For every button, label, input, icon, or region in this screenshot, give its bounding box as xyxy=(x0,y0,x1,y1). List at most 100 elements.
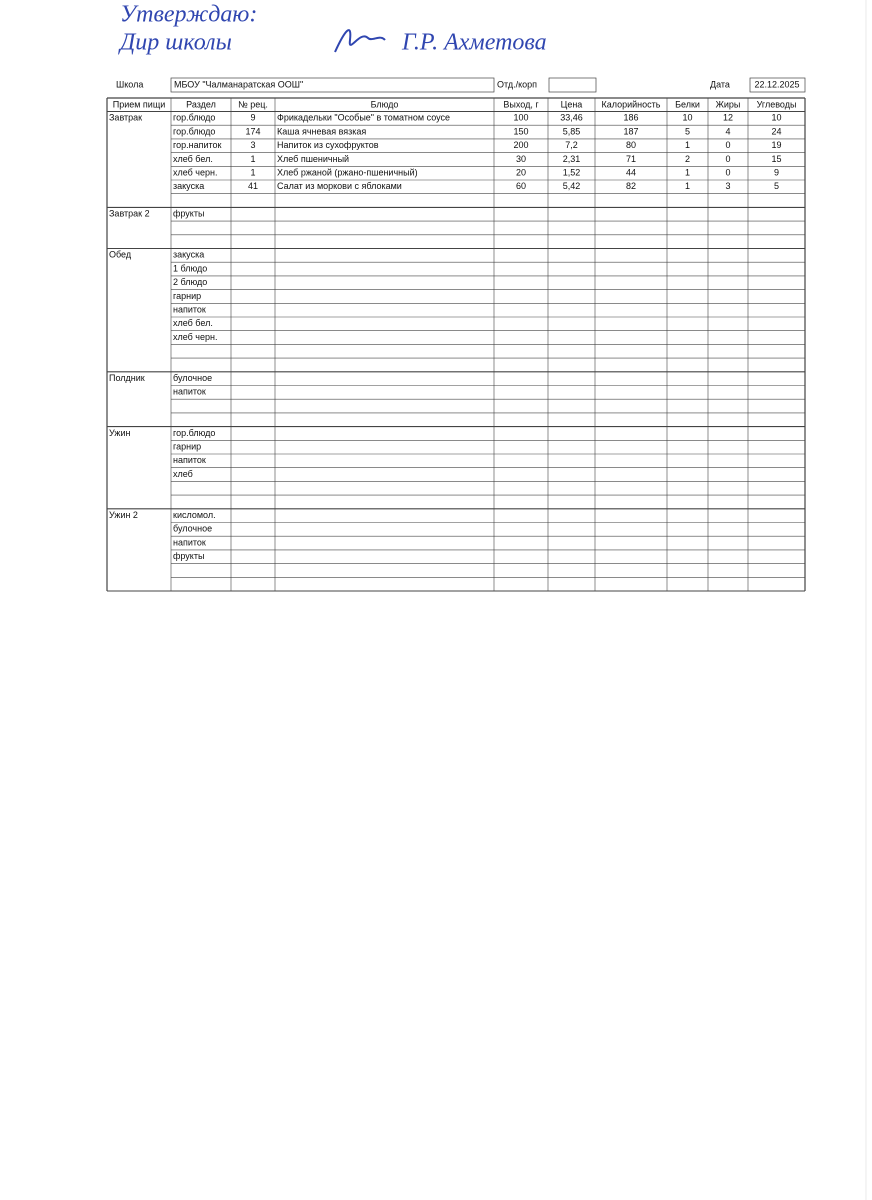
cell: 200 xyxy=(513,140,528,150)
approval-line: Дир школы xyxy=(118,30,232,56)
cell: булочное xyxy=(173,373,212,383)
cell: 3 xyxy=(725,181,730,191)
cell: фрукты xyxy=(173,551,204,561)
column-header: № рец. xyxy=(238,100,268,110)
cell: напиток xyxy=(173,305,206,315)
meal-name: Ужин xyxy=(109,428,130,438)
cell: гарнир xyxy=(173,291,201,301)
cell: 7,2 xyxy=(565,140,578,150)
column-header: Углеводы xyxy=(757,100,797,110)
cell: 5 xyxy=(774,181,779,191)
cell: 41 xyxy=(248,181,258,191)
cell: 19 xyxy=(771,140,781,150)
cell: 82 xyxy=(626,181,636,191)
meal-name: Обед xyxy=(109,250,132,260)
cell: 1 xyxy=(250,168,255,178)
cell: кисломол. xyxy=(173,510,216,520)
cell: 174 xyxy=(245,126,260,136)
cell: 10 xyxy=(682,113,692,123)
cell: Хлеб ржаной (ржано-пшеничный) xyxy=(277,168,418,178)
cell: хлеб бел. xyxy=(173,154,213,164)
cell: 60 xyxy=(516,181,526,191)
cell: 2,31 xyxy=(563,154,581,164)
cell: напиток xyxy=(173,537,206,547)
cell: 1,52 xyxy=(563,168,581,178)
cell: Хлеб пшеничный xyxy=(277,154,349,164)
signature xyxy=(334,29,386,53)
cell: 15 xyxy=(771,154,781,164)
cell: Напиток из сухофруктов xyxy=(277,140,379,150)
cell: гор.напиток xyxy=(173,140,221,150)
cell: 9 xyxy=(250,113,255,123)
meal-name: Полдник xyxy=(109,373,145,383)
cell: 1 xyxy=(250,154,255,164)
cell: 2 блюдо xyxy=(173,277,207,287)
column-header: Жиры xyxy=(716,100,741,110)
column-header: Калорийность xyxy=(602,100,661,110)
cell: хлеб черн. xyxy=(173,332,217,342)
cell: 5 xyxy=(685,126,690,136)
cell: напиток xyxy=(173,455,206,465)
cell: 1 xyxy=(685,181,690,191)
column-header: Раздел xyxy=(186,100,216,110)
dept-box xyxy=(548,77,597,93)
date-label: Дата xyxy=(710,79,730,89)
approval-signer: Г.Р. Ахметова xyxy=(401,30,547,56)
school-label: Школа xyxy=(116,79,143,89)
cell: гор.блюдо xyxy=(173,113,215,123)
cell: 4 xyxy=(725,126,730,136)
meal-name: Завтрак xyxy=(109,113,142,123)
cell: 187 xyxy=(623,126,638,136)
column-header: Блюдо xyxy=(371,100,399,110)
date: 22.12.2025 xyxy=(754,79,799,89)
cell: 2 xyxy=(685,154,690,164)
cell: булочное xyxy=(173,524,212,534)
cell: Салат из моркови с яблоками xyxy=(277,181,402,191)
cell: хлеб xyxy=(173,469,193,479)
date-box xyxy=(749,77,806,93)
cell: хлеб бел. xyxy=(173,318,213,328)
cell: 1 блюдо xyxy=(173,263,207,273)
cell: 1 xyxy=(685,140,690,150)
cell: 30 xyxy=(516,154,526,164)
cell: 1 xyxy=(685,168,690,178)
column-header: Цена xyxy=(561,100,583,110)
approval-line: Утверждаю: xyxy=(120,2,257,28)
cell: гор.блюдо xyxy=(173,126,215,136)
cell: 9 xyxy=(774,168,779,178)
column-header: Белки xyxy=(675,100,700,110)
dept-label: Отд./корп xyxy=(497,79,537,89)
cell: 150 xyxy=(513,126,528,136)
meal-name: Завтрак 2 xyxy=(109,209,150,219)
cell: Каша ячневая вязкая xyxy=(277,126,366,136)
cell: 44 xyxy=(626,168,636,178)
cell: фрукты xyxy=(173,209,204,219)
cell: 33,46 xyxy=(560,113,583,123)
cell: гор.блюдо xyxy=(173,428,215,438)
column-header: Выход, г xyxy=(503,100,539,110)
school: МБОУ "Чалманаратская ООШ" xyxy=(174,79,303,89)
cell: хлеб черн. xyxy=(173,168,217,178)
cell: 12 xyxy=(723,113,733,123)
school-box xyxy=(170,77,495,93)
cell: Фрикадельки "Особые" в томатном соусе xyxy=(277,113,450,123)
cell: гарнир xyxy=(173,442,201,452)
cell: закуска xyxy=(173,181,204,191)
cell: напиток xyxy=(173,387,206,397)
cell: 0 xyxy=(725,140,730,150)
cell: 3 xyxy=(250,140,255,150)
cell: 0 xyxy=(725,168,730,178)
cell: 71 xyxy=(626,154,636,164)
cell: 20 xyxy=(516,168,526,178)
cell: 80 xyxy=(626,140,636,150)
cell: 5,85 xyxy=(563,126,581,136)
cell: 0 xyxy=(725,154,730,164)
menu-table: Прием пищи Раздел № рец. Блюдо Выход, г Цена К… xyxy=(106,97,806,592)
cell: закуска xyxy=(173,250,204,260)
meal-name: Ужин 2 xyxy=(109,510,138,520)
cell: 100 xyxy=(513,113,528,123)
cell: 186 xyxy=(623,113,638,123)
cell: 24 xyxy=(771,126,781,136)
cell: 10 xyxy=(771,113,781,123)
